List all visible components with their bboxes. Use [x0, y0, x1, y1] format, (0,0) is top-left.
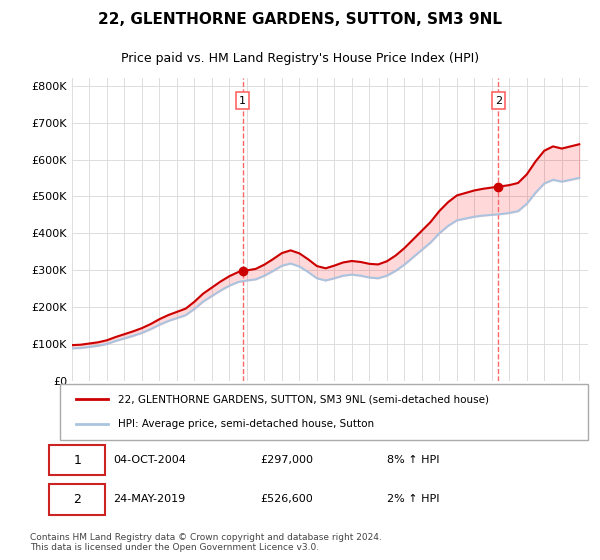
FancyBboxPatch shape	[49, 484, 105, 515]
Text: 2: 2	[73, 493, 82, 506]
Text: 04-OCT-2004: 04-OCT-2004	[113, 455, 185, 465]
FancyBboxPatch shape	[49, 445, 105, 475]
Text: 2% ↑ HPI: 2% ↑ HPI	[388, 494, 440, 504]
Text: £297,000: £297,000	[260, 455, 314, 465]
Text: 1: 1	[239, 96, 246, 105]
Text: 22, GLENTHORNE GARDENS, SUTTON, SM3 9NL: 22, GLENTHORNE GARDENS, SUTTON, SM3 9NL	[98, 12, 502, 27]
Text: 8% ↑ HPI: 8% ↑ HPI	[388, 455, 440, 465]
Text: Contains HM Land Registry data © Crown copyright and database right 2024.
This d: Contains HM Land Registry data © Crown c…	[30, 533, 382, 552]
Text: Price paid vs. HM Land Registry's House Price Index (HPI): Price paid vs. HM Land Registry's House …	[121, 52, 479, 66]
Text: 22, GLENTHORNE GARDENS, SUTTON, SM3 9NL (semi-detached house): 22, GLENTHORNE GARDENS, SUTTON, SM3 9NL …	[118, 394, 489, 404]
Text: £526,600: £526,600	[260, 494, 313, 504]
Text: 2: 2	[495, 96, 502, 105]
Text: 24-MAY-2019: 24-MAY-2019	[113, 494, 185, 504]
Text: 1: 1	[73, 454, 82, 466]
FancyBboxPatch shape	[60, 384, 588, 440]
Text: HPI: Average price, semi-detached house, Sutton: HPI: Average price, semi-detached house,…	[118, 419, 374, 429]
